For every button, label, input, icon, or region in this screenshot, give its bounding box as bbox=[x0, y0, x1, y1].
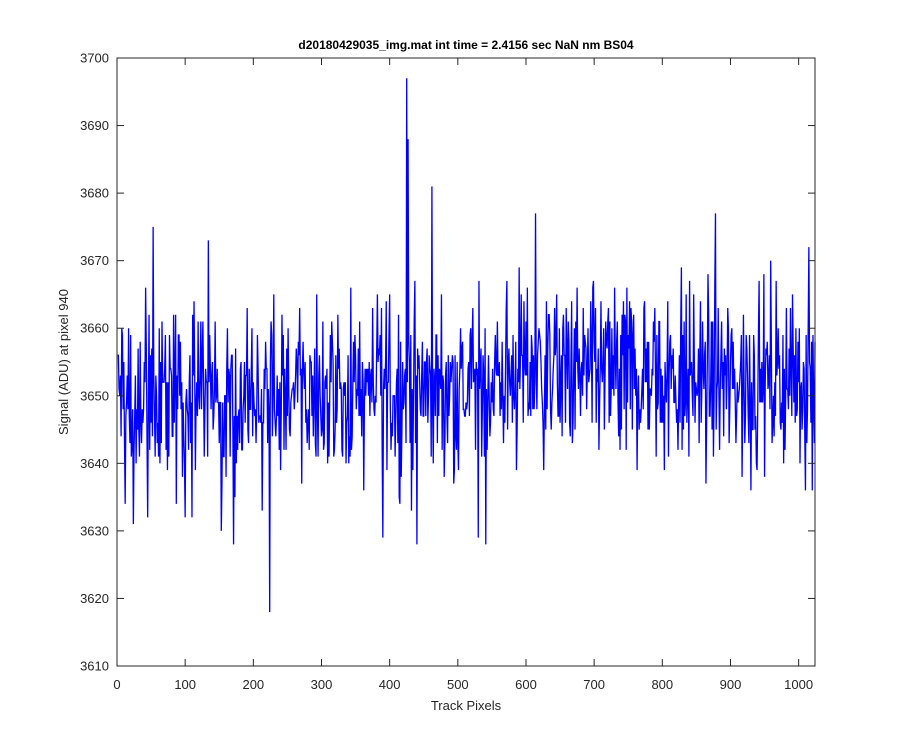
x-tick-label: 900 bbox=[720, 677, 742, 692]
x-tick-label: 800 bbox=[651, 677, 673, 692]
y-tick-label: 3700 bbox=[80, 51, 109, 66]
x-tick-label: 100 bbox=[174, 677, 196, 692]
signal-series-line bbox=[117, 78, 816, 612]
x-tick-label: 300 bbox=[311, 677, 333, 692]
x-tick-label: 0 bbox=[113, 677, 120, 692]
y-axis-ticks: 3610 3620 3630 3640 3650 3660 3670 3680 3690 3700 bbox=[80, 51, 815, 674]
y-axis-label: Signal (ADU) at pixel 940 bbox=[56, 289, 71, 435]
y-tick-label: 3610 bbox=[80, 659, 109, 674]
y-tick-label: 3690 bbox=[80, 118, 109, 133]
x-tick-label: 600 bbox=[515, 677, 537, 692]
y-tick-label: 3620 bbox=[80, 591, 109, 606]
y-tick-label: 3650 bbox=[80, 388, 109, 403]
y-tick-label: 3670 bbox=[80, 253, 109, 268]
x-tick-label: 200 bbox=[242, 677, 264, 692]
x-axis-label: Track Pixels bbox=[431, 698, 502, 713]
y-tick-label: 3680 bbox=[80, 186, 109, 201]
x-tick-label: 400 bbox=[379, 677, 401, 692]
y-tick-label: 3630 bbox=[80, 523, 109, 538]
x-tick-label: 500 bbox=[447, 677, 469, 692]
x-tick-label: 700 bbox=[583, 677, 605, 692]
x-tick-label: 1000 bbox=[784, 677, 813, 692]
y-tick-label: 3660 bbox=[80, 321, 109, 336]
series-layer bbox=[117, 78, 816, 612]
x-axis-ticks: 0 100 200 300 400 500 600 700 800 900 1000 bbox=[113, 58, 813, 692]
chart-title: d20180429035_img.mat int time = 2.4156 s… bbox=[298, 38, 634, 52]
plot-box bbox=[116, 57, 816, 667]
y-tick-label: 3640 bbox=[80, 456, 109, 471]
